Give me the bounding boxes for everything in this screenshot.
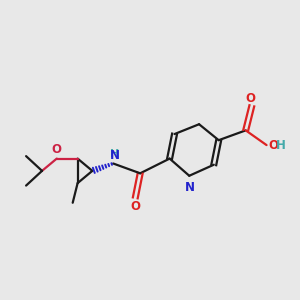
Text: H: H: [276, 139, 286, 152]
Text: O: O: [52, 143, 62, 156]
Text: H: H: [110, 149, 119, 159]
Text: N: N: [110, 149, 119, 162]
Text: O: O: [246, 92, 256, 105]
Text: O: O: [130, 200, 140, 213]
Text: N: N: [185, 181, 195, 194]
Text: O: O: [268, 139, 278, 152]
